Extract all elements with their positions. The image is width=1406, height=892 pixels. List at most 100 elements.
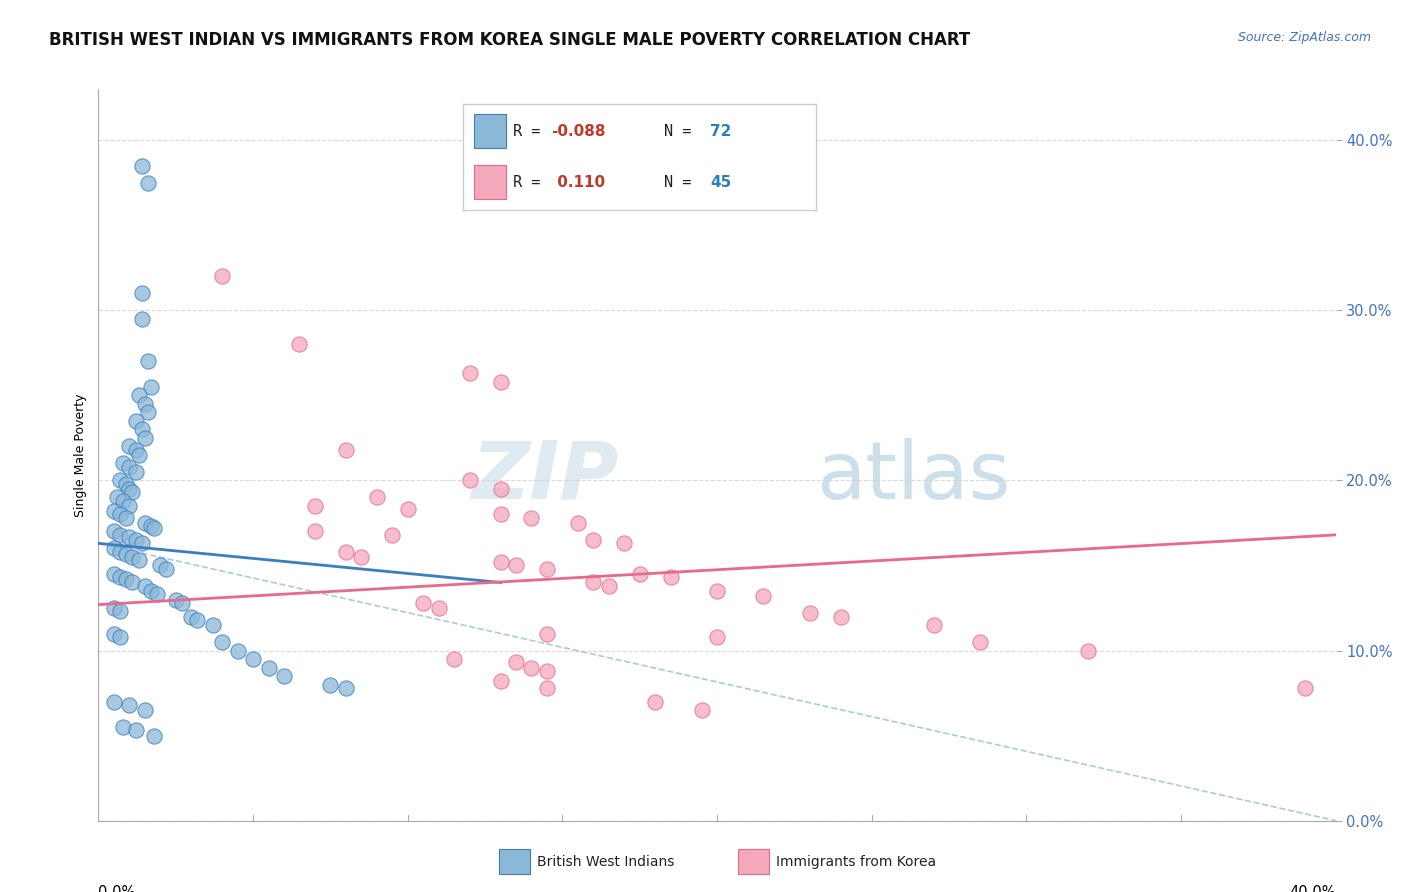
Point xyxy=(659,570,682,584)
Point xyxy=(1294,681,1316,695)
Point xyxy=(112,493,135,508)
Point xyxy=(706,584,728,599)
Point xyxy=(830,609,852,624)
Point xyxy=(690,703,713,717)
Point xyxy=(536,681,558,695)
Point xyxy=(136,405,159,419)
Point xyxy=(969,635,991,649)
Point xyxy=(520,660,543,674)
Point xyxy=(115,511,138,525)
Point xyxy=(567,516,589,530)
Text: Immigrants from Korea: Immigrants from Korea xyxy=(776,855,936,869)
Point xyxy=(155,562,177,576)
Point xyxy=(335,545,357,559)
Point xyxy=(131,536,153,550)
Point xyxy=(536,626,558,640)
Point xyxy=(124,465,146,479)
Point xyxy=(118,459,141,474)
Point xyxy=(118,439,141,453)
Point xyxy=(108,508,131,522)
Point xyxy=(108,604,131,618)
Point xyxy=(134,579,156,593)
Point xyxy=(105,491,128,505)
Point xyxy=(520,511,543,525)
Point xyxy=(226,643,249,657)
Point xyxy=(1077,643,1099,657)
Point xyxy=(458,366,481,380)
Point xyxy=(149,558,172,573)
Point xyxy=(489,674,512,689)
Point xyxy=(108,474,131,488)
Point xyxy=(350,549,373,564)
Point xyxy=(582,575,605,590)
Point xyxy=(112,457,135,471)
Point xyxy=(257,660,280,674)
Point xyxy=(489,482,512,496)
Point xyxy=(131,311,153,326)
Point xyxy=(103,504,125,518)
Point xyxy=(121,575,143,590)
Point xyxy=(118,482,141,496)
Point xyxy=(124,533,146,547)
Point xyxy=(628,566,651,581)
Point xyxy=(427,601,450,615)
Point xyxy=(304,499,326,513)
Text: 40.0%: 40.0% xyxy=(1289,885,1336,892)
Point xyxy=(134,516,156,530)
Point xyxy=(134,703,156,717)
Point xyxy=(103,626,125,640)
Point xyxy=(381,528,404,542)
Point xyxy=(211,635,233,649)
Point xyxy=(489,555,512,569)
Point xyxy=(706,630,728,644)
Point xyxy=(598,579,620,593)
Point xyxy=(108,570,131,584)
Point xyxy=(396,502,419,516)
Point xyxy=(143,521,166,535)
Point xyxy=(799,606,821,620)
Text: BRITISH WEST INDIAN VS IMMIGRANTS FROM KOREA SINGLE MALE POVERTY CORRELATION CHA: BRITISH WEST INDIAN VS IMMIGRANTS FROM K… xyxy=(49,31,970,49)
Point xyxy=(143,729,166,743)
Point xyxy=(108,630,131,644)
Point xyxy=(165,592,187,607)
Point xyxy=(128,553,150,567)
Point xyxy=(118,499,141,513)
Point xyxy=(103,541,125,556)
Point xyxy=(103,566,125,581)
Point xyxy=(139,380,162,394)
Point xyxy=(121,549,143,564)
Point xyxy=(170,596,193,610)
Point xyxy=(335,442,357,457)
Point xyxy=(131,422,153,436)
Point xyxy=(139,519,162,533)
Point xyxy=(922,618,945,632)
Point xyxy=(115,572,138,586)
Point xyxy=(115,476,138,491)
Point xyxy=(366,491,388,505)
Point xyxy=(136,176,159,190)
Point xyxy=(186,613,208,627)
Point xyxy=(489,508,512,522)
Point xyxy=(134,431,156,445)
Text: British West Indians: British West Indians xyxy=(537,855,675,869)
Point xyxy=(335,681,357,695)
Point xyxy=(103,601,125,615)
Point xyxy=(134,397,156,411)
Point xyxy=(288,337,311,351)
Point xyxy=(118,530,141,544)
Point xyxy=(128,388,150,402)
Point xyxy=(124,414,146,428)
Point xyxy=(242,652,264,666)
Point xyxy=(103,524,125,539)
Point xyxy=(180,609,202,624)
Text: 0.0%: 0.0% xyxy=(98,885,135,892)
Point xyxy=(644,695,666,709)
Point xyxy=(443,652,465,666)
Text: Source: ZipAtlas.com: Source: ZipAtlas.com xyxy=(1237,31,1371,45)
Point xyxy=(146,587,169,601)
Point xyxy=(121,485,143,500)
Point xyxy=(211,269,233,284)
Point xyxy=(273,669,295,683)
Point xyxy=(128,448,150,462)
Point xyxy=(536,664,558,678)
